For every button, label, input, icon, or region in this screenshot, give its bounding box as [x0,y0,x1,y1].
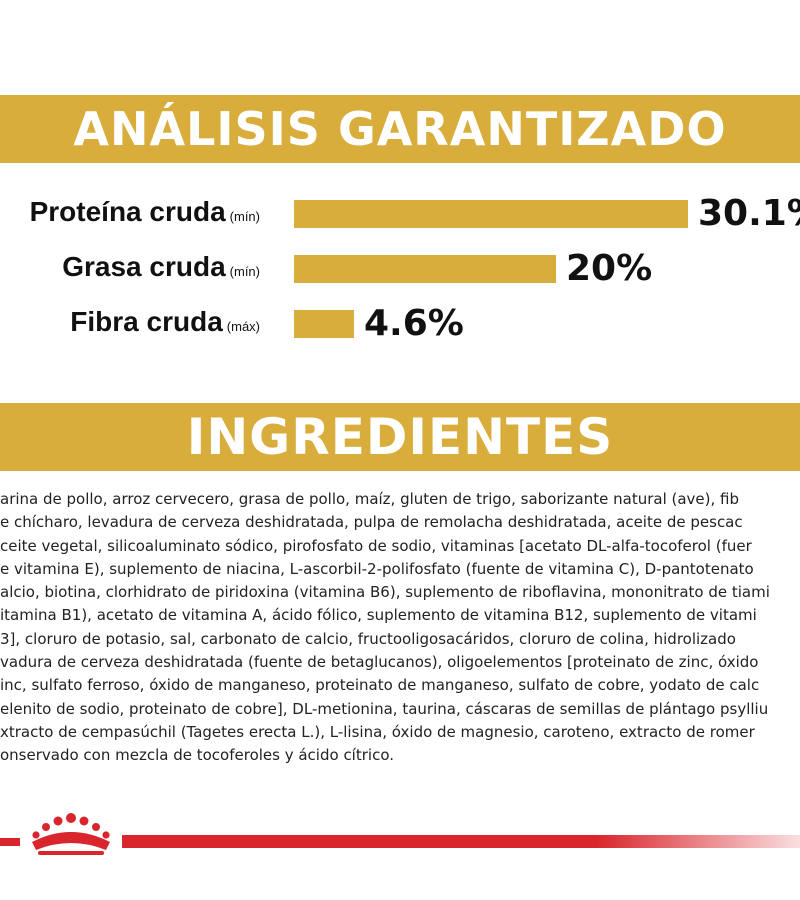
ingredients-line: 3], cloruro de potasio, sal, carbonato d… [0,629,736,648]
metric-label: Grasa cruda (mín) [62,251,260,283]
metric-value: 30.1% [698,193,800,234]
ingredients-line: elenito de sodio, proteinato de cobre], … [0,699,769,718]
ingredients-title: INGREDIENTES [186,408,614,466]
crown-logo-icon [32,813,110,855]
metric-row-protein: Proteína cruda(mín) 30.1% [0,194,800,234]
metric-qualifier: (máx) [226,319,260,334]
ingredients-line: itamina B1), acetato de vitamina A, ácid… [0,606,757,625]
footer-line-left [0,838,20,846]
ingredients-line: e chícharo, levadura de cerveza deshidra… [0,513,743,532]
ingredients-line: alcio, biotina, clorhidrato de piridoxin… [0,583,770,602]
ingredients-line: arina de pollo, arroz cervecero, grasa d… [0,490,740,508]
ingredients-line: ceite vegetal, silicoaluminato sódico, p… [0,536,752,555]
metric-name: Proteína cruda [29,196,226,227]
ingredients-line: vadura de cerveza deshidratada (fuente d… [0,653,759,672]
analysis-title: ANÁLISIS GARANTIZADO [73,102,727,156]
metric-value: 4.6% [364,303,464,344]
metric-qualifier: (mín) [229,209,260,224]
ingredients-line: onservado con mezcla de tocoferoles y ác… [0,746,394,765]
metric-name: Fibra cruda [70,306,223,337]
metric-row-fat: Grasa cruda (mín) 20% [0,249,800,289]
metric-bar [294,255,556,283]
metric-label: Proteína cruda (mín) [30,196,260,228]
ingredients-line: inc, sulfato ferroso, óxido de manganeso… [0,676,760,695]
ingredients-line: e vitamina E), suplemento de niacina, L-… [0,559,754,578]
ingredients-text: arina de pollo, arroz cervecero, grasa d… [0,488,800,768]
footer-line [122,835,800,848]
metric-row-fiber: Fibra cruda (máx) 4.6% [0,304,800,344]
metric-qualifier: (mín) [229,264,260,279]
metric-name: Grasa cruda [62,251,226,282]
metric-bar [294,200,688,228]
metric-value: 20% [566,248,653,289]
analysis-banner: ANÁLISIS GARANTIZADO [0,95,800,163]
metric-label: Fibra cruda (máx) [70,306,260,338]
ingredients-line: xtracto de cempasúchil (Tagetes erecta L… [0,722,755,741]
ingredients-banner: INGREDIENTES [0,403,800,471]
metric-bar [294,310,354,338]
